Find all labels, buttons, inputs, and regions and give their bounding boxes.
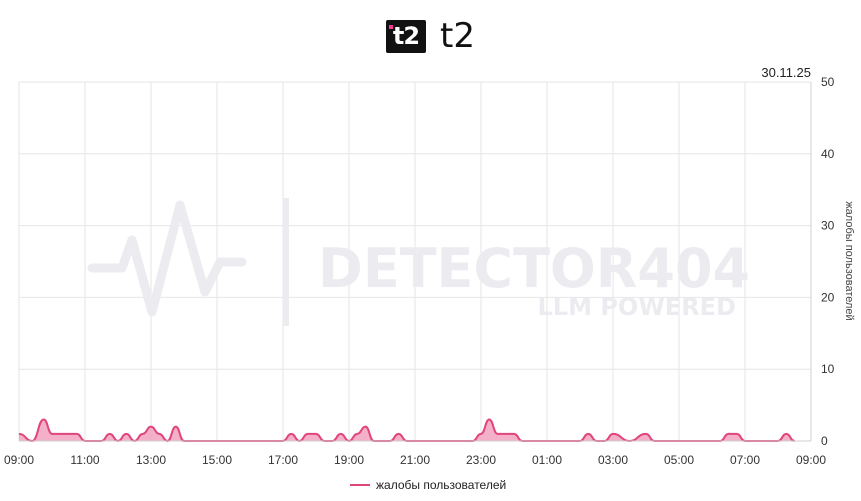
series-line (18, 418, 795, 442)
x-tick-label: 19:00 (334, 453, 364, 467)
series-area (19, 419, 795, 441)
x-tick-label: 15:00 (202, 453, 232, 467)
x-tick-label: 03:00 (598, 453, 628, 467)
watermark-subtitle: LLM POWERED (538, 293, 736, 321)
watermark-title: DETECTOR404 (318, 237, 750, 300)
axes-layer: 09:00 11:00 13:00 15:00 17:00 19:00 21:00 23:00… (4, 75, 835, 467)
logo-badge-text: t2 (392, 22, 420, 50)
pulse-logo-icon (87, 200, 247, 317)
y-tick-label: 0 (821, 434, 828, 448)
legend[interactable]: жалобы пользователей (350, 478, 506, 492)
x-tick-label: 01:00 (532, 453, 562, 467)
x-tick-label: 09:00 (4, 453, 34, 467)
x-tick-label: 05:00 (664, 453, 694, 467)
x-tick-label: 09:00 (796, 453, 826, 467)
y-tick-label: 30 (821, 219, 835, 233)
legend-label: жалобы пользователей (376, 478, 506, 492)
x-tick-label: 23:00 (466, 453, 496, 467)
header: t2 t2 (0, 14, 861, 58)
x-tick-label: 13:00 (136, 453, 166, 467)
x-tick-label: 21:00 (400, 453, 430, 467)
y-tick-label: 20 (821, 290, 835, 304)
y-axis-title: жалобы пользователей (843, 201, 855, 320)
x-tick-label: 07:00 (730, 453, 760, 467)
logo-accent-dot (389, 24, 394, 29)
t2-logo-icon: t2 (386, 19, 427, 53)
series-layer (18, 418, 795, 442)
watermark-divider (283, 198, 289, 326)
brand-name: t2 (440, 16, 475, 56)
y-tick-label: 10 (821, 362, 835, 376)
x-tick-label: 17:00 (268, 453, 298, 467)
y-tick-label: 40 (821, 147, 835, 161)
y-tick-label: 50 (821, 75, 835, 89)
watermark: DETECTOR404 LLM POWERED (87, 198, 750, 326)
x-tick-label: 11:00 (70, 453, 99, 467)
chart-date-label: 30.11.25 (761, 65, 811, 80)
